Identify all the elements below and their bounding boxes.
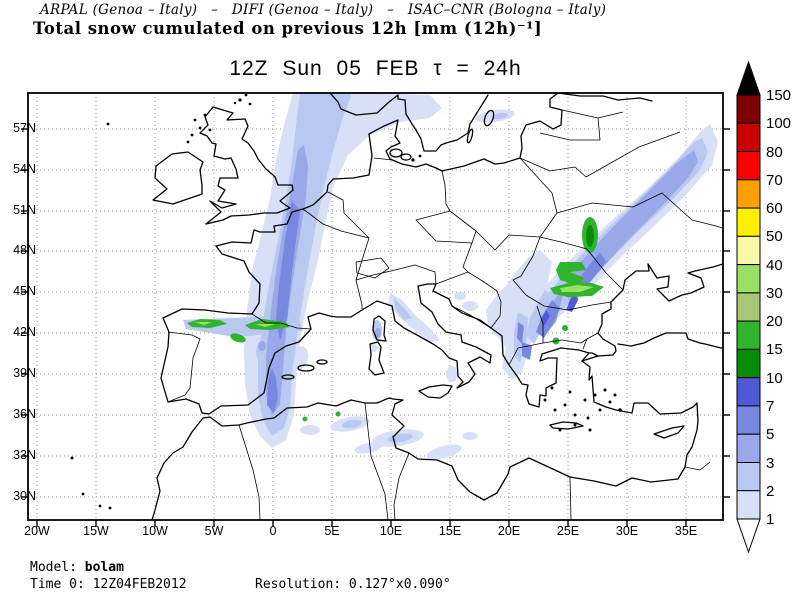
scale-label: 2	[766, 483, 775, 500]
map-frame	[21, 92, 730, 527]
axis-ticks	[21, 128, 730, 527]
model-name: bolam	[84, 560, 124, 575]
scale-arrow-down	[736, 518, 761, 554]
scale-label: 50	[766, 228, 783, 245]
coastlines	[151, 93, 723, 520]
island-specks	[70, 93, 622, 510]
scale-label: 80	[766, 144, 783, 161]
scale-arrow-up	[736, 60, 761, 96]
lon-label: 5E	[324, 524, 340, 538]
lat-label: 51N	[13, 203, 36, 217]
scale-label: 5	[766, 426, 775, 443]
graticule	[28, 93, 723, 520]
lat-label: 45N	[13, 284, 36, 298]
lon-label: 10W	[142, 524, 168, 538]
valid-time-title: 12Z Sun 05 FEB τ = 24h	[229, 57, 522, 80]
lon-label: 15E	[438, 524, 462, 538]
scale-label: 100	[766, 115, 792, 132]
lon-label: 20E	[497, 524, 521, 538]
scale-label: 40	[766, 257, 783, 274]
model-label: Model:	[30, 560, 85, 575]
country-borders	[167, 109, 723, 520]
lon-label: 30E	[615, 524, 639, 538]
lat-label: 54N	[13, 162, 36, 176]
scale-label: 7	[766, 398, 775, 415]
lat-label: 33N	[13, 448, 36, 462]
lat-label: 42N	[13, 325, 36, 339]
lon-label: 10E	[379, 524, 403, 538]
lat-label: 48N	[13, 243, 36, 257]
lon-label: 20W	[24, 524, 50, 538]
scale-label: 70	[766, 172, 783, 189]
institutions-header: ARPAL (Genoa – Italy) – DIFI (Genoa – It…	[40, 2, 607, 18]
lat-label: 57N	[13, 121, 36, 135]
scale-label: 150	[766, 87, 792, 104]
scale-label: 60	[766, 200, 783, 217]
lat-label: 30N	[13, 489, 36, 503]
snow-shade-10mm	[586, 225, 594, 247]
scale-label: 3	[766, 455, 775, 472]
time0-text: Time 0: 12Z04FEB2012	[30, 577, 187, 592]
snow-shade-30mm	[194, 285, 594, 327]
scale-label: 30	[766, 285, 783, 302]
lat-label: 39N	[13, 366, 36, 380]
lon-label: 25E	[556, 524, 580, 538]
product-title: Total snow cumulated on previous 12h [mm…	[33, 19, 543, 38]
lon-label: 5W	[204, 524, 224, 538]
lon-label: 0	[269, 524, 277, 538]
color-scale-bar	[736, 60, 761, 554]
scale-label: 20	[766, 313, 783, 330]
lat-label: 36N	[13, 407, 36, 421]
model-line: Model: bolam	[30, 560, 124, 575]
lon-label: 15W	[83, 524, 109, 538]
scale-label: 10	[766, 370, 783, 387]
lon-label: 35E	[674, 524, 698, 538]
scale-label: 15	[766, 341, 783, 358]
scale-label: 1	[766, 511, 775, 528]
resolution-text: Resolution: 0.127°x0.090°	[255, 577, 451, 592]
